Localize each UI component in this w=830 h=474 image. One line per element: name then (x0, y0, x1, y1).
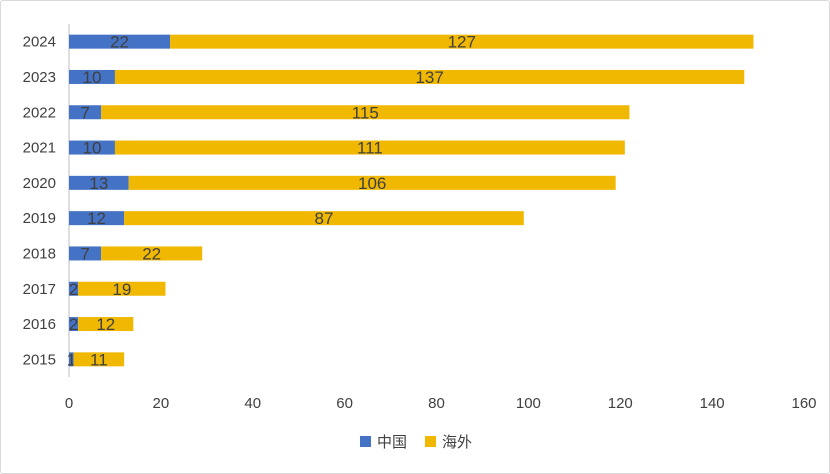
y-tick-label: 2017 (23, 281, 56, 298)
data-label-china: 22 (110, 33, 129, 52)
data-label-overseas: 127 (448, 33, 476, 52)
x-tick-label: 0 (65, 395, 73, 412)
legend-label-overseas: 海外 (442, 433, 473, 451)
data-label-overseas: 111 (357, 139, 383, 158)
data-label-overseas: 87 (314, 209, 333, 228)
bar-segment-china (69, 317, 79, 332)
data-label-china: 7 (80, 244, 89, 263)
data-label-overseas: 19 (112, 280, 131, 299)
bar-segment-china (69, 281, 79, 296)
x-tick-label: 160 (791, 395, 816, 412)
y-tick-label: 2021 (23, 140, 56, 157)
bar-segment-china (69, 105, 102, 120)
bar-segment-overseas (78, 281, 166, 296)
legend-swatch-overseas (425, 436, 436, 447)
x-tick-label: 80 (428, 395, 445, 412)
bar-segment-china (69, 69, 115, 84)
bar-segment-overseas (101, 105, 630, 120)
x-tick-label: 140 (700, 395, 725, 412)
data-label-overseas: 22 (142, 244, 161, 263)
data-label-overseas: 11 (90, 350, 108, 369)
data-label-china: 1 (67, 350, 76, 369)
legend-item-overseas: 海外 (425, 431, 472, 452)
x-tick-label: 120 (608, 395, 633, 412)
bar-segment-overseas (128, 175, 616, 190)
data-label-overseas: 106 (358, 174, 386, 193)
bar-segment-overseas (78, 317, 134, 332)
x-tick-label: 100 (516, 395, 541, 412)
legend-item-china: 中国 (359, 431, 407, 452)
y-tick-label: 2018 (23, 245, 56, 262)
y-tick-label: 2023 (23, 69, 56, 86)
y-tick-label: 2019 (23, 210, 56, 227)
bar-segment-overseas (170, 34, 754, 49)
y-tick-label: 2015 (23, 351, 56, 368)
bar-segment-overseas (124, 211, 524, 226)
data-label-overseas: 137 (415, 68, 443, 87)
bar-segment-china (69, 140, 115, 155)
data-label-overseas: 115 (352, 103, 379, 122)
bar-segment-china (69, 34, 171, 49)
data-label-china: 2 (69, 315, 78, 334)
legend-label-china: 中国 (376, 433, 407, 451)
bar-segment-china (69, 352, 74, 367)
bar-segment-overseas (101, 246, 203, 261)
x-tick-label: 60 (336, 395, 353, 412)
bar-segment-china (69, 246, 102, 261)
data-label-china: 12 (87, 209, 106, 228)
data-label-china: 13 (89, 174, 108, 193)
y-tick-label: 2016 (23, 316, 56, 333)
x-tick-label: 20 (153, 395, 170, 412)
legend: 中国 海外 (1, 431, 830, 452)
bar-segment-overseas (114, 69, 745, 84)
x-tick-label: 40 (244, 395, 261, 412)
data-label-china: 10 (83, 139, 102, 158)
legend-swatch-china (359, 436, 371, 447)
data-label-china: 2 (69, 280, 78, 299)
bar-segment-china (69, 175, 129, 190)
y-tick-label: 2020 (23, 175, 56, 192)
bar-segment-overseas (114, 140, 625, 155)
y-tick-label: 2024 (23, 34, 56, 51)
y-tick-label: 2022 (23, 104, 56, 121)
data-label-china: 7 (80, 103, 89, 122)
bar-segment-overseas (73, 352, 125, 367)
data-label-china: 10 (83, 68, 102, 87)
data-label-overseas: 12 (96, 315, 115, 334)
bar-segment-china (69, 211, 125, 226)
